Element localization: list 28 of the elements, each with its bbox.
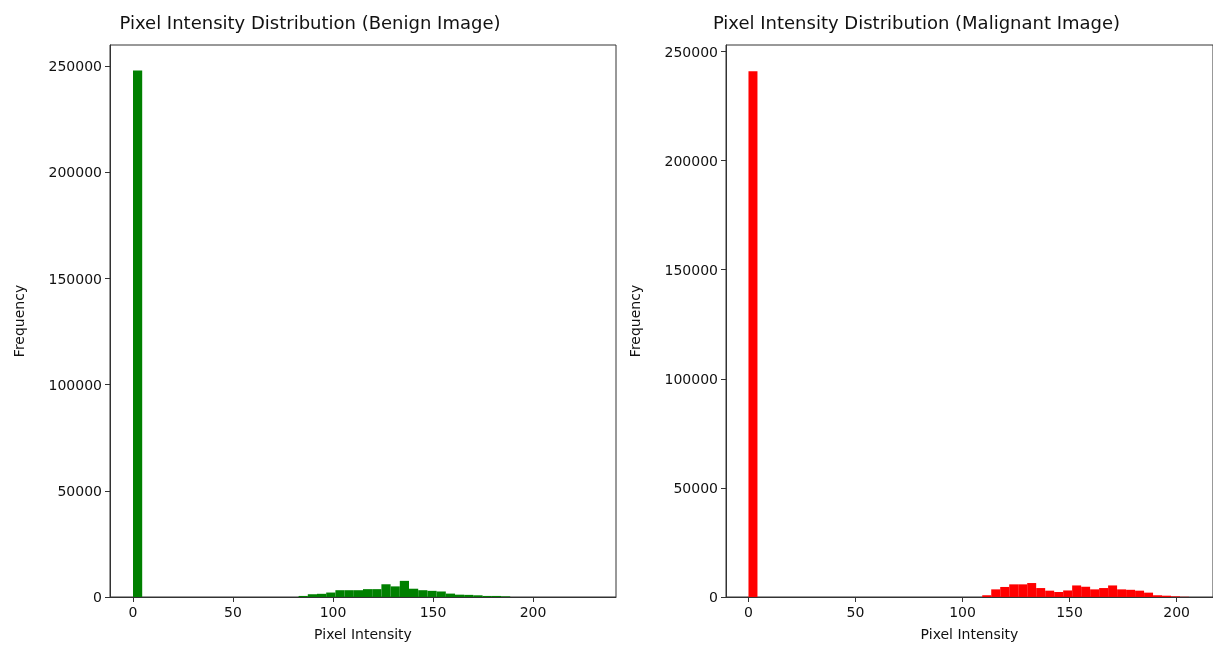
y-axis-title: Frequency xyxy=(627,284,643,358)
y-tick-label: 50000 xyxy=(673,479,718,496)
x-tick-label: 100 xyxy=(949,604,976,620)
y-tick-label: 100000 xyxy=(664,370,718,387)
y-tick-label: 150000 xyxy=(664,261,718,278)
x-axis-title: Pixel Intensity xyxy=(920,626,1019,642)
y-tick-label: 0 xyxy=(93,589,102,605)
x-tick-label: 50 xyxy=(224,604,242,620)
y-tick-label: 150000 xyxy=(48,270,102,287)
x-tick-label: 150 xyxy=(1056,604,1083,620)
x-tick-label: 150 xyxy=(419,604,447,620)
y-tick-label: 250000 xyxy=(48,58,102,75)
x-tick-label: 200 xyxy=(519,604,547,620)
y-tick-label: 250000 xyxy=(664,43,718,60)
y-tick-label: 200000 xyxy=(48,164,102,181)
x-tick-label: 50 xyxy=(846,604,865,620)
x-tick-label: 100 xyxy=(319,604,347,620)
y-tick-label: 0 xyxy=(709,589,718,605)
chart-title: Pixel Intensity Distribution (Malignant Image) xyxy=(712,11,1121,33)
y-tick-label: 50000 xyxy=(57,482,102,499)
x-tick-label: 0 xyxy=(128,604,138,620)
y-axis-title: Frequency xyxy=(11,284,27,358)
chart-title: Pixel Intensity Distribution (Benign Image) xyxy=(119,11,501,33)
y-tick-label: 100000 xyxy=(48,376,102,393)
x-tick-label: 200 xyxy=(1163,604,1190,620)
x-axis-title: Pixel Intensity xyxy=(314,626,412,642)
x-tick-label: 0 xyxy=(744,604,753,620)
y-tick-label: 200000 xyxy=(664,152,718,169)
